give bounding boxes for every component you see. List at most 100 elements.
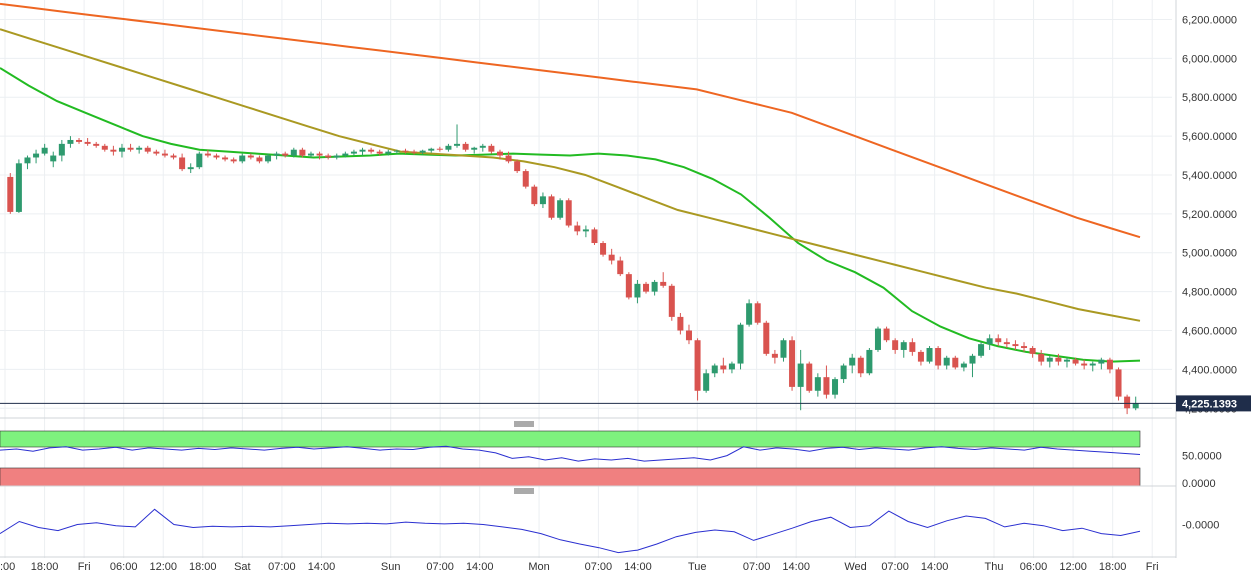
candle-body [41, 147, 48, 154]
candle [978, 342, 985, 358]
candle [1063, 357, 1070, 368]
candle-body [960, 363, 967, 368]
last-price-tag [1176, 395, 1251, 412]
candle-body [385, 151, 392, 154]
candle [789, 336, 796, 391]
candle-body [33, 153, 40, 158]
candle-body [488, 145, 495, 152]
x-tick-label: 07:00 [426, 561, 454, 573]
candle [204, 149, 211, 158]
candle-body [789, 340, 796, 387]
candle [368, 147, 375, 154]
candle-body [832, 379, 839, 395]
candle-body [101, 145, 108, 150]
candle [222, 155, 229, 162]
candle-body [479, 145, 486, 148]
candle [539, 192, 546, 209]
candle-body [359, 149, 366, 152]
candle-body [849, 357, 856, 366]
x-tick-label: 07:00 [743, 561, 771, 573]
candle [33, 149, 40, 164]
candle-body [239, 155, 246, 162]
candle-body [720, 365, 727, 370]
candle [445, 143, 452, 152]
candle-body [814, 377, 821, 391]
candle-body [565, 200, 572, 226]
candle [617, 256, 624, 277]
x-tick-label: Sat [234, 561, 251, 573]
candle [290, 147, 297, 158]
candle [505, 151, 512, 164]
candle [685, 324, 692, 345]
candle [496, 149, 503, 160]
candle [874, 326, 881, 352]
candle [797, 349, 804, 411]
candle [917, 349, 924, 366]
candle [883, 326, 890, 343]
candle-body [522, 171, 529, 187]
candle-body [282, 153, 289, 156]
candle [273, 151, 280, 160]
candle-body [247, 155, 254, 158]
y-tick-label: 4,800.0000 [1182, 287, 1237, 299]
candle-body [230, 159, 237, 162]
candle [763, 320, 770, 356]
candle-body [986, 338, 993, 345]
candle [1115, 367, 1122, 401]
candle-body [1106, 359, 1113, 370]
oscillator-panels [0, 430, 1141, 554]
candle [986, 334, 993, 350]
candle-body [462, 143, 469, 150]
moving-averages [0, 2, 1141, 363]
candle-body [419, 150, 426, 153]
candle [247, 153, 254, 160]
candle [522, 169, 529, 189]
candle [514, 159, 521, 174]
x-tick-label: 14:00 [466, 561, 494, 573]
candle-body [170, 155, 177, 158]
candle [960, 361, 967, 372]
candle-body [943, 357, 950, 366]
osc1-tick-label: 0.0000 [1182, 478, 1216, 490]
osc2-tick-label: -0.0000 [1182, 520, 1219, 532]
candle-body [496, 151, 503, 156]
candle [299, 147, 306, 158]
x-tick-label: 18:00 [31, 561, 59, 573]
candle [333, 153, 340, 160]
x-tick-label: 18:00 [1099, 561, 1127, 573]
candle-body [703, 373, 710, 391]
candle [866, 348, 873, 376]
candle [600, 241, 607, 257]
candle [84, 138, 91, 146]
candle-body [574, 225, 581, 232]
x-tick-label: 07:00 [881, 561, 909, 573]
y-tick-label: 5,400.0000 [1182, 170, 1237, 182]
candle-body [333, 155, 340, 158]
candle-body [754, 303, 761, 323]
candle-body [857, 357, 864, 374]
panel-resize-handle[interactable] [514, 488, 534, 494]
candle-body [978, 344, 985, 356]
candle-body [368, 149, 375, 152]
candle [1081, 359, 1088, 370]
candle [746, 299, 753, 327]
candle [849, 353, 856, 374]
candle-body [67, 139, 74, 144]
candle [1072, 357, 1079, 366]
candle-body [771, 353, 778, 358]
candle [15, 159, 22, 213]
candle-body [1098, 359, 1105, 364]
candlesticks [7, 124, 1139, 415]
candle [1029, 346, 1036, 358]
candle-body [728, 363, 735, 370]
candle-body [874, 328, 881, 350]
candle [110, 145, 117, 156]
candle [411, 149, 418, 155]
candle-body [952, 357, 959, 368]
candle [316, 151, 323, 160]
panel-resize-handle[interactable] [514, 421, 534, 427]
candle-body [393, 150, 400, 152]
candle-body [1055, 357, 1062, 362]
candle [187, 163, 194, 174]
